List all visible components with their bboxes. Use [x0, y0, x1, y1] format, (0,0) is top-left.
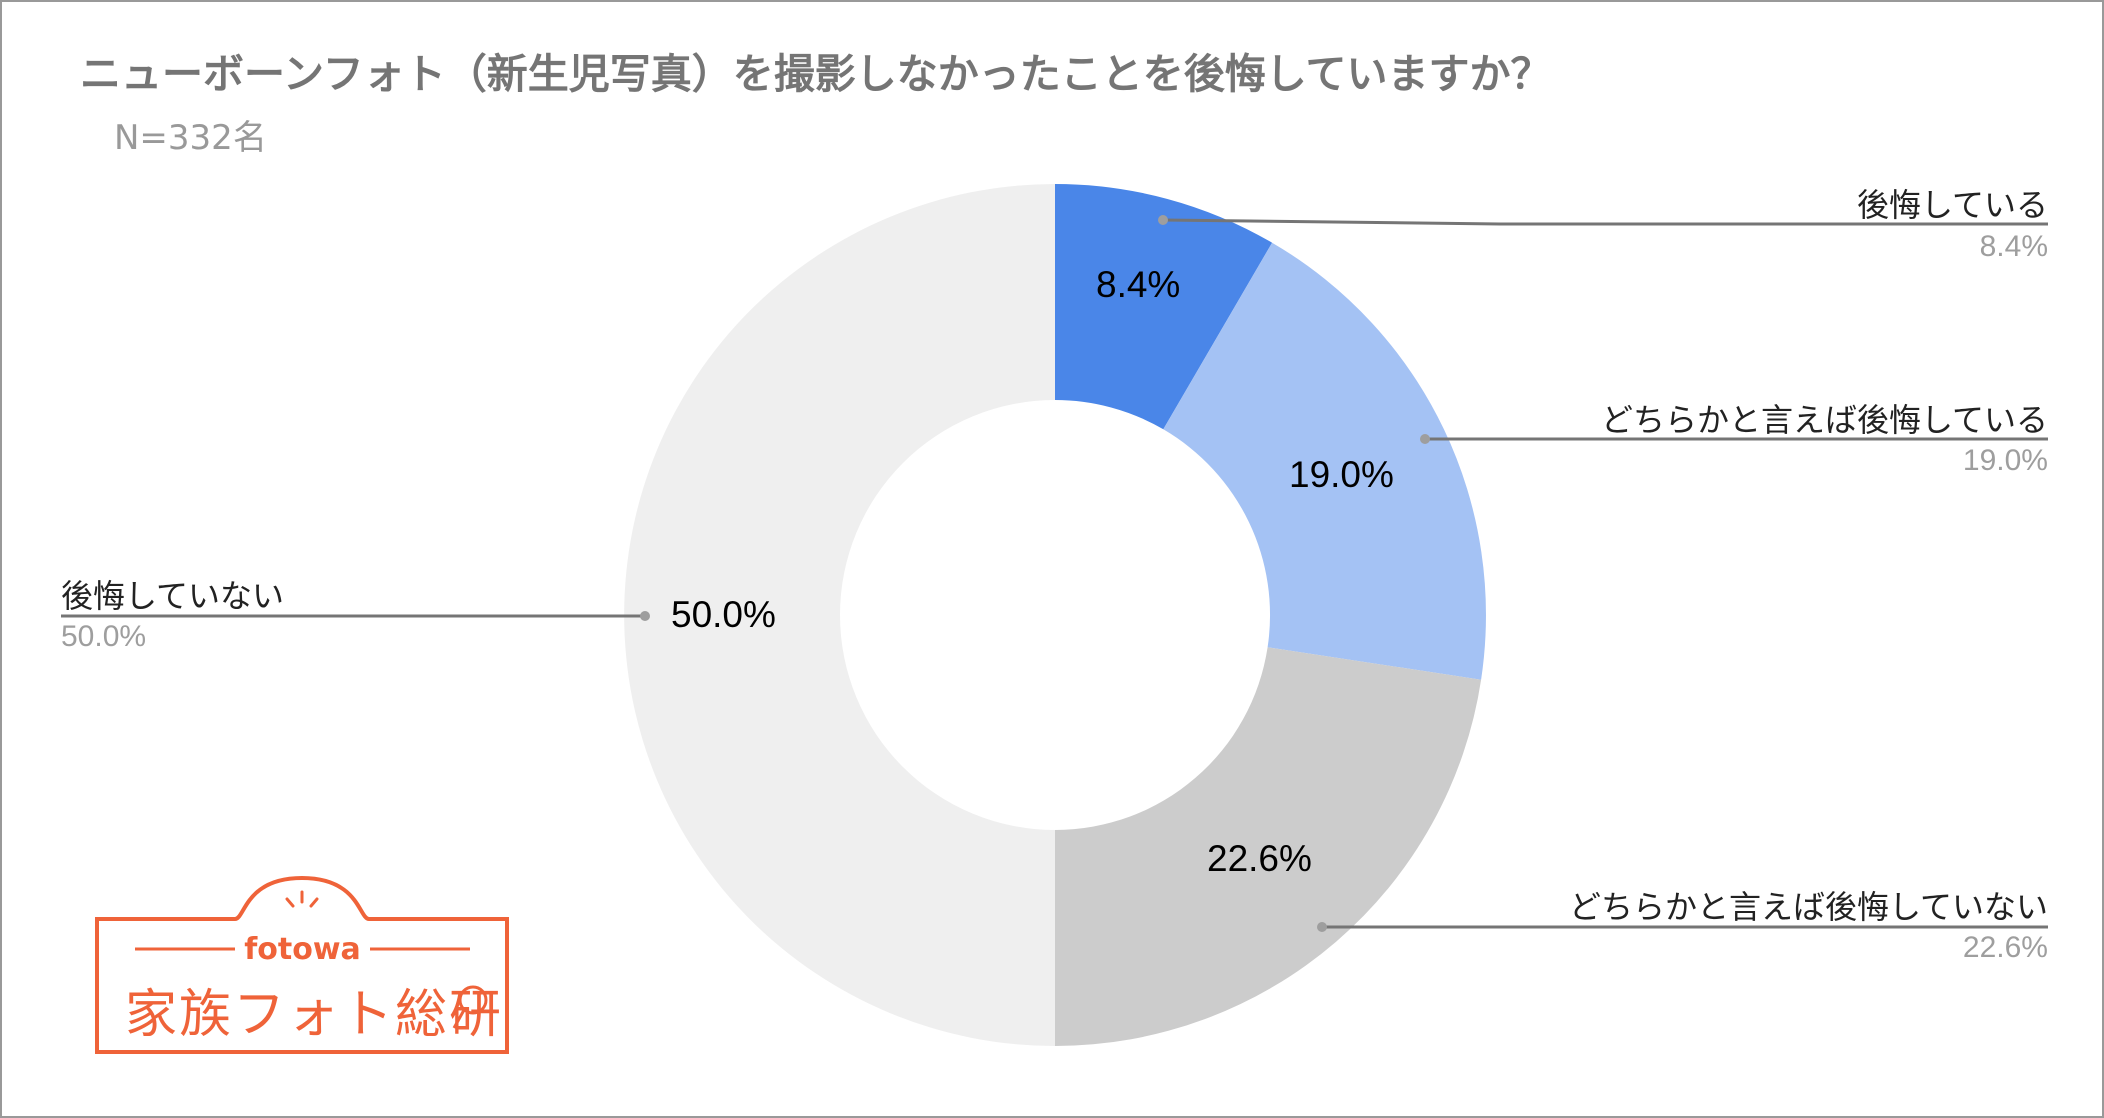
- logo-brand: fotowa: [244, 932, 361, 967]
- slice-label-somewhat-regret: 19.0%: [1289, 454, 1394, 495]
- logo-name: 家族フォト総研: [125, 985, 504, 1045]
- slice-somewhat-regret[interactable]: [1163, 242, 1486, 680]
- legend-value-regret: 8.4%: [1979, 230, 2048, 263]
- slice-label-not-regret: 50.0%: [671, 594, 776, 635]
- leader-lines: [61, 218, 2048, 929]
- logo-frame-icon: [95, 876, 509, 1054]
- sample-size: N=332名: [114, 118, 267, 158]
- sparkle-icon: [285, 890, 319, 908]
- slice-label-somewhat-not-regret: 22.6%: [1207, 838, 1312, 879]
- fotowa-logo: fotowa 家族フォト総研: [95, 876, 510, 1056]
- legend-label-somewhat-not-regret: どちらかと言えば後悔していない: [1568, 888, 2048, 926]
- slice-label-regret: 8.4%: [1096, 264, 1181, 305]
- legend-label-somewhat-regret: どちらかと言えば後悔している: [1600, 401, 2048, 439]
- legend-value-not-regret: 50.0%: [61, 620, 147, 653]
- leader-line-regret: [1162, 218, 2048, 226]
- slice-regret[interactable]: [1055, 184, 1273, 430]
- legend-label-not-regret: 後悔していない: [61, 577, 285, 615]
- leader-dots: [640, 215, 1430, 932]
- slice-not-regret[interactable]: [624, 184, 1055, 1046]
- legend-value-somewhat-regret: 19.0%: [1962, 444, 2048, 477]
- magnifier-icon: [452, 985, 488, 1029]
- slice-somewhat-not-regret[interactable]: [1055, 647, 1482, 1046]
- legend-value-somewhat-not-regret: 22.6%: [1962, 931, 2048, 964]
- chart-title: ニューボーンフォト（新生児写真）を撮影しなかったことを後悔していますか？: [80, 50, 1552, 98]
- legend-label-regret: 後悔している: [1856, 186, 2048, 224]
